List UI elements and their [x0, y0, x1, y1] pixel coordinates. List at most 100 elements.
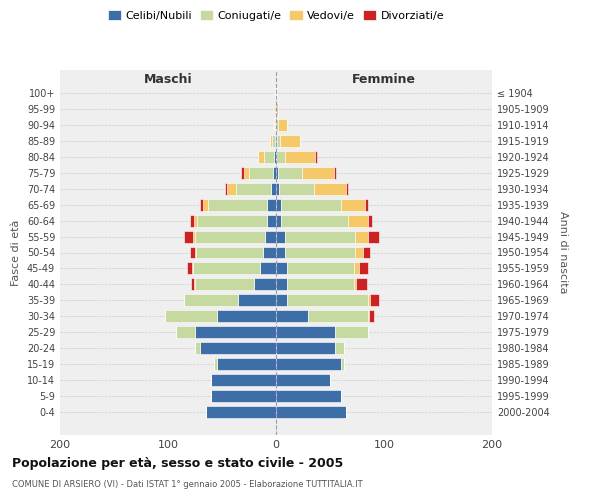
Bar [354, 278, 356, 290]
Bar [276, 278, 287, 290]
Bar [195, 278, 254, 290]
Bar [315, 150, 317, 162]
Bar [364, 246, 370, 258]
Bar [276, 166, 278, 178]
Bar [354, 262, 359, 274]
Bar [276, 150, 284, 162]
Bar [368, 230, 379, 242]
Bar [195, 246, 196, 258]
Bar [194, 214, 197, 226]
Y-axis label: Fasce di età: Fasce di età [11, 220, 21, 286]
Bar [276, 374, 330, 386]
Bar [241, 166, 244, 178]
Bar [274, 118, 275, 130]
Bar [214, 358, 217, 370]
Bar [195, 326, 276, 338]
Bar [287, 294, 368, 306]
Bar [276, 182, 279, 194]
Bar [276, 390, 341, 402]
Bar [365, 198, 368, 210]
Bar [206, 406, 276, 418]
Bar [264, 150, 274, 162]
Bar [217, 358, 276, 370]
Bar [314, 182, 346, 194]
Text: COMUNE DI ARSIERO (VI) - Dati ISTAT 1° gennaio 2005 - Elaborazione TUTTITALIA.IT: COMUNE DI ARSIERO (VI) - Dati ISTAT 1° g… [12, 480, 362, 489]
Bar [203, 198, 208, 210]
Bar [368, 294, 370, 306]
Bar [197, 214, 268, 226]
Bar [284, 230, 355, 242]
Bar [194, 278, 195, 290]
Bar [184, 294, 238, 306]
Bar [276, 198, 281, 210]
Bar [355, 230, 368, 242]
Bar [279, 182, 314, 194]
Bar [341, 358, 344, 370]
Bar [276, 134, 277, 146]
Bar [276, 214, 281, 226]
Bar [359, 262, 368, 274]
Bar [370, 294, 379, 306]
Bar [238, 294, 276, 306]
Bar [308, 310, 368, 322]
Bar [276, 246, 284, 258]
Bar [263, 246, 276, 258]
Bar [211, 374, 276, 386]
Bar [276, 118, 278, 130]
Y-axis label: Anni di nascita: Anni di nascita [558, 211, 568, 294]
Bar [193, 262, 260, 274]
Bar [268, 198, 276, 210]
Bar [176, 326, 195, 338]
Bar [217, 310, 276, 322]
Bar [277, 134, 280, 146]
Bar [281, 198, 341, 210]
Bar [200, 342, 276, 354]
Bar [287, 278, 354, 290]
Bar [335, 326, 368, 338]
Bar [272, 134, 275, 146]
Bar [260, 262, 276, 274]
Bar [302, 166, 334, 178]
Bar [236, 182, 271, 194]
Bar [254, 278, 276, 290]
Bar [244, 166, 249, 178]
Bar [211, 390, 276, 402]
Bar [225, 182, 227, 194]
Bar [281, 214, 349, 226]
Bar [276, 326, 335, 338]
Bar [265, 230, 276, 242]
Bar [284, 246, 355, 258]
Text: Popolazione per età, sesso e stato civile - 2005: Popolazione per età, sesso e stato civil… [12, 458, 343, 470]
Bar [276, 230, 284, 242]
Bar [284, 150, 315, 162]
Bar [334, 166, 337, 178]
Bar [276, 86, 277, 99]
Bar [368, 214, 372, 226]
Bar [192, 262, 193, 274]
Bar [276, 310, 308, 322]
Bar [355, 246, 364, 258]
Bar [257, 150, 264, 162]
Bar [268, 214, 276, 226]
Bar [276, 406, 346, 418]
Bar [349, 214, 368, 226]
Bar [346, 182, 349, 194]
Bar [195, 342, 200, 354]
Bar [227, 182, 236, 194]
Bar [274, 150, 276, 162]
Bar [193, 230, 195, 242]
Bar [368, 310, 369, 322]
Bar [356, 278, 367, 290]
Bar [190, 214, 194, 226]
Bar [335, 342, 344, 354]
Bar [195, 230, 265, 242]
Bar [276, 358, 341, 370]
Bar [200, 198, 203, 210]
Bar [184, 230, 193, 242]
Bar [275, 134, 276, 146]
Bar [341, 198, 365, 210]
Bar [275, 86, 276, 99]
Bar [191, 278, 194, 290]
Text: Maschi: Maschi [143, 74, 193, 86]
Legend: Celibi/Nubili, Coniugati/e, Vedovi/e, Divorziati/e: Celibi/Nubili, Coniugati/e, Vedovi/e, Di… [106, 8, 446, 23]
